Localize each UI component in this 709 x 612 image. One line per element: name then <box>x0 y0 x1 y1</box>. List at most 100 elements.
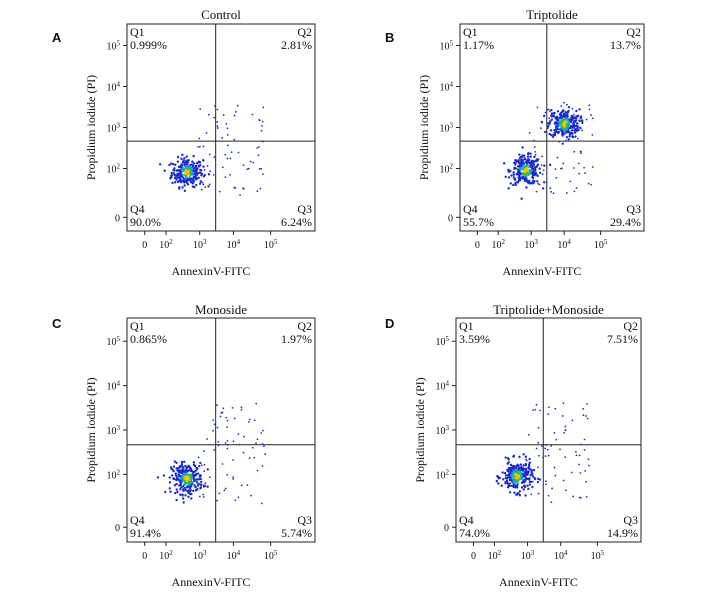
event-dot <box>526 484 529 487</box>
event-dot <box>191 160 194 163</box>
event-dot <box>570 114 574 118</box>
event-dot <box>226 447 229 450</box>
event-dot <box>200 174 203 177</box>
event-dot <box>574 118 578 122</box>
event-dot <box>231 406 234 409</box>
event-dot <box>533 180 536 183</box>
event-dot <box>553 111 556 115</box>
event-dot <box>525 162 529 165</box>
event-dot <box>175 478 178 482</box>
event-dot <box>548 132 551 136</box>
quadrant-percent: 1.17% <box>463 38 494 52</box>
event-dot <box>548 117 551 120</box>
event-dot <box>179 469 182 472</box>
x-tick-exponent: 3 <box>203 238 207 246</box>
event-dot <box>204 186 207 189</box>
event-dot <box>536 480 540 484</box>
event-dot <box>261 125 263 127</box>
y-tick-label: 0 <box>115 523 120 534</box>
event-dot <box>207 173 211 176</box>
event-dot <box>216 499 218 502</box>
event-dot <box>528 179 531 183</box>
event-dot <box>187 159 190 162</box>
event-dot <box>513 480 517 483</box>
y-tick-label: 102 <box>440 163 454 176</box>
x-tick-label: 105 <box>594 238 608 251</box>
event-dot <box>172 469 175 473</box>
event-dot <box>537 492 540 495</box>
event-dot <box>176 155 180 159</box>
y-tick-label: 105 <box>107 335 121 348</box>
event-dot <box>202 160 205 162</box>
event-dot <box>261 120 264 123</box>
event-dot <box>172 162 175 166</box>
event-dot <box>566 111 569 115</box>
event-dot <box>512 173 516 176</box>
event-dot <box>184 177 187 180</box>
panel-title: Triptolide <box>526 7 578 22</box>
event-dot <box>549 110 551 113</box>
quadrant-name: Q4 <box>459 513 474 527</box>
event-dot <box>573 125 576 128</box>
event-dots <box>502 101 594 200</box>
event-dot <box>508 491 512 494</box>
y-tick-label: 0 <box>115 213 120 224</box>
event-dot <box>564 456 567 458</box>
event-dot <box>550 445 553 447</box>
event-dot <box>522 162 525 165</box>
event-dot <box>173 484 177 487</box>
event-dot <box>192 470 195 474</box>
event-dot <box>531 176 535 180</box>
event-dot <box>199 108 202 110</box>
quadrant-name: Q3 <box>626 202 641 216</box>
x-tick-label: 0 <box>475 240 480 251</box>
event-dot <box>514 484 518 488</box>
event-dot <box>561 127 564 130</box>
event-dot <box>562 402 565 405</box>
event-dot <box>199 171 202 174</box>
event-dot <box>553 432 556 434</box>
event-dot <box>206 485 209 488</box>
event-dot <box>188 175 191 179</box>
event-dot <box>564 425 567 428</box>
event-dot <box>515 469 519 473</box>
event-dot <box>217 440 220 443</box>
event-dot <box>532 468 536 472</box>
event-dot <box>183 482 187 485</box>
x-tick-exponent: 2 <box>501 238 505 246</box>
event-dot <box>591 133 594 136</box>
event-dot <box>516 463 519 466</box>
event-dot <box>580 152 582 155</box>
event-dot <box>202 485 206 488</box>
event-dot <box>234 499 237 502</box>
event-dot <box>497 482 500 485</box>
plot-frame <box>126 23 316 232</box>
x-axis-label: AnnexinV-FITC <box>172 264 251 278</box>
event-dot <box>584 172 586 174</box>
event-dot <box>187 465 191 468</box>
event-dot <box>522 473 525 476</box>
event-dot <box>226 419 229 422</box>
event-dot <box>174 177 178 180</box>
event-dot <box>199 474 202 477</box>
event-dot <box>173 460 177 463</box>
event-dot <box>585 480 587 483</box>
quadrant-percent: 2.81% <box>281 38 312 52</box>
event-dot <box>197 160 200 164</box>
event-dot <box>570 471 573 474</box>
event-dot <box>524 462 528 466</box>
event-dot <box>186 178 189 181</box>
event-dot <box>262 106 265 109</box>
event-dot <box>535 447 538 450</box>
event-dot <box>588 108 591 111</box>
event-dot <box>190 492 193 496</box>
event-dot <box>505 480 509 483</box>
event-dot <box>202 183 205 186</box>
event-dot <box>181 493 184 496</box>
event-dot <box>579 472 582 474</box>
event-dot <box>506 469 509 473</box>
y-tick-label: 105 <box>436 335 450 348</box>
event-dot <box>232 477 234 480</box>
event-dot <box>226 426 228 429</box>
event-dot <box>528 181 531 184</box>
